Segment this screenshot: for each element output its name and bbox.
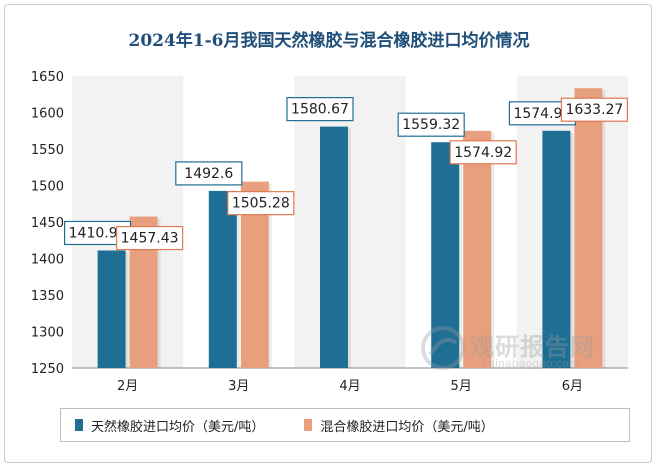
watermark-logo-icon <box>421 326 465 370</box>
x-tick-label: 3月 <box>228 379 249 394</box>
data-label-box <box>560 97 629 122</box>
bar <box>320 126 348 368</box>
data-label-box <box>115 225 184 251</box>
data-label-box <box>175 161 243 186</box>
x-tick-label: 5月 <box>451 379 472 394</box>
y-tick-label: 1350 <box>31 289 64 304</box>
chart-title: 2024年1-6月我国天然橡胶与混合橡胶进口均价情况 <box>128 31 530 51</box>
watermark-url: chinabaogao.com <box>482 357 580 370</box>
chart-legend: 天然橡胶进口均价（美元/吨） 混合橡胶进口均价（美元/吨） <box>60 408 630 442</box>
bar <box>208 190 237 368</box>
bar <box>542 130 571 368</box>
y-tick-label: 1500 <box>31 180 64 195</box>
data-label: 1559.32 <box>402 117 460 133</box>
legend-item-mixed-rubber: 混合橡胶进口均价（美元/吨） <box>304 416 494 435</box>
data-label: 1574.92 <box>513 106 571 122</box>
y-tick-label: 1600 <box>31 107 64 122</box>
y-tick-label: 1550 <box>31 143 64 158</box>
x-tick-label: 6月 <box>562 379 583 394</box>
y-tick-label: 1400 <box>31 253 64 268</box>
watermark-text: 观研报告网 <box>470 333 595 361</box>
bar <box>431 142 460 368</box>
grid-band <box>294 76 406 368</box>
data-label-box <box>397 112 465 137</box>
y-tick-label: 1250 <box>31 362 64 377</box>
y-tick-label: 1300 <box>31 326 64 341</box>
data-label-box <box>286 97 354 122</box>
legend-item-natural-rubber: 天然橡胶进口均价（美元/吨） <box>75 416 264 435</box>
data-label: 1505.28 <box>232 196 290 212</box>
data-label: 1457.43 <box>121 231 179 247</box>
data-label: 1574.92 <box>454 145 512 161</box>
legend-label-natural-rubber: 天然橡胶进口均价（美元/吨） <box>91 419 265 435</box>
data-label: 1410.99 <box>69 225 127 241</box>
y-tick-label: 1450 <box>31 216 64 231</box>
legend-swatch-mixed-rubber <box>304 419 313 431</box>
data-label: 1492.6 <box>184 166 233 182</box>
legend-label-mixed-rubber: 混合橡胶进口均价（美元/吨） <box>320 419 494 435</box>
legend-swatch-natural-rubber <box>75 419 83 431</box>
bar <box>97 250 126 368</box>
data-label: 1633.27 <box>565 102 623 118</box>
data-label-box <box>449 140 517 165</box>
bar <box>574 88 603 369</box>
data-label: 1580.67 <box>291 102 349 118</box>
bar <box>463 130 492 368</box>
watermark: 观研报告网 chinabaogao.com <box>420 325 620 375</box>
y-tick-label: 1650 <box>31 70 64 85</box>
x-tick-label: 4月 <box>339 379 360 394</box>
data-label-box <box>227 191 295 216</box>
x-tick-label: 2月 <box>117 379 138 394</box>
